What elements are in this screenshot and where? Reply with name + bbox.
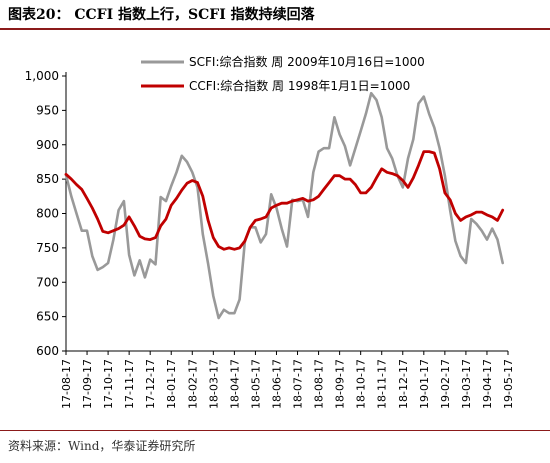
y-tick-label: 950 (36, 103, 59, 117)
x-tick-label: 18-12-17 (397, 359, 410, 409)
x-tick-label: 18-07-17 (292, 359, 305, 409)
x-tick-label: 19-05-17 (502, 359, 515, 409)
x-tick-label: 18-04-17 (228, 359, 241, 409)
scfi-series-line (64, 91, 505, 320)
title-rule (0, 28, 550, 30)
x-tick-label: 18-08-17 (313, 359, 326, 409)
x-tick-label: 19-01-17 (418, 359, 431, 409)
y-tick-label: 850 (36, 172, 59, 186)
y-axis-ticks: 600 650 700 750 800 850 900 950 1,000 (25, 69, 66, 358)
y-tick-label: 800 (36, 207, 59, 221)
x-tick-label: 18-11-17 (376, 359, 389, 409)
x-tick-label: 19-04-17 (481, 359, 494, 409)
x-tick-label: 17-09-17 (81, 359, 94, 409)
x-tick-label: 18-09-17 (334, 359, 347, 409)
x-tick-label: 18-10-17 (355, 359, 368, 409)
series-lines (64, 91, 505, 320)
x-tick-label: 17-12-17 (144, 359, 157, 409)
y-tick-label: 600 (36, 344, 59, 358)
ccfi-series-line (64, 150, 505, 251)
source-note: 资料来源：Wind，华泰证券研究所 (8, 439, 196, 453)
x-tick-label: 17-10-17 (102, 359, 115, 409)
x-tick-label: 18-02-17 (186, 359, 199, 409)
chart-title: 图表20： CCFI 指数上行，SCFI 指数持续回落 (8, 7, 315, 23)
x-tick-label: 17-08-17 (60, 359, 73, 409)
x-tick-label: 19-03-17 (460, 359, 473, 409)
legend-label-scfi: SCFI:综合指数 周 2009年10月16日=1000 (189, 54, 425, 69)
x-tick-label: 17-11-17 (123, 359, 136, 409)
y-tick-label: 900 (36, 138, 59, 152)
y-tick-label: 650 (36, 310, 59, 324)
footer-rule (0, 430, 550, 431)
y-tick-label: 750 (36, 241, 59, 255)
x-tick-label: 19-02-17 (439, 359, 452, 409)
axes (65, 72, 508, 352)
x-tick-label: 18-06-17 (270, 359, 283, 409)
y-tick-label: 1,000 (25, 69, 59, 83)
x-axis-ticks: 17-08-17 17-09-17 17-10-17 17-11-17 17-12-17… (60, 351, 515, 409)
x-tick-label: 18-05-17 (249, 359, 262, 409)
x-tick-label: 18-01-17 (165, 359, 178, 409)
x-tick-label: 18-03-17 (207, 359, 220, 409)
y-tick-label: 700 (36, 275, 59, 289)
legend: SCFI:综合指数 周 2009年10月16日=1000 CCFI:综合指数 周 … (141, 54, 425, 93)
legend-label-ccfi: CCFI:综合指数 周 1998年1月1日=1000 (189, 78, 410, 93)
